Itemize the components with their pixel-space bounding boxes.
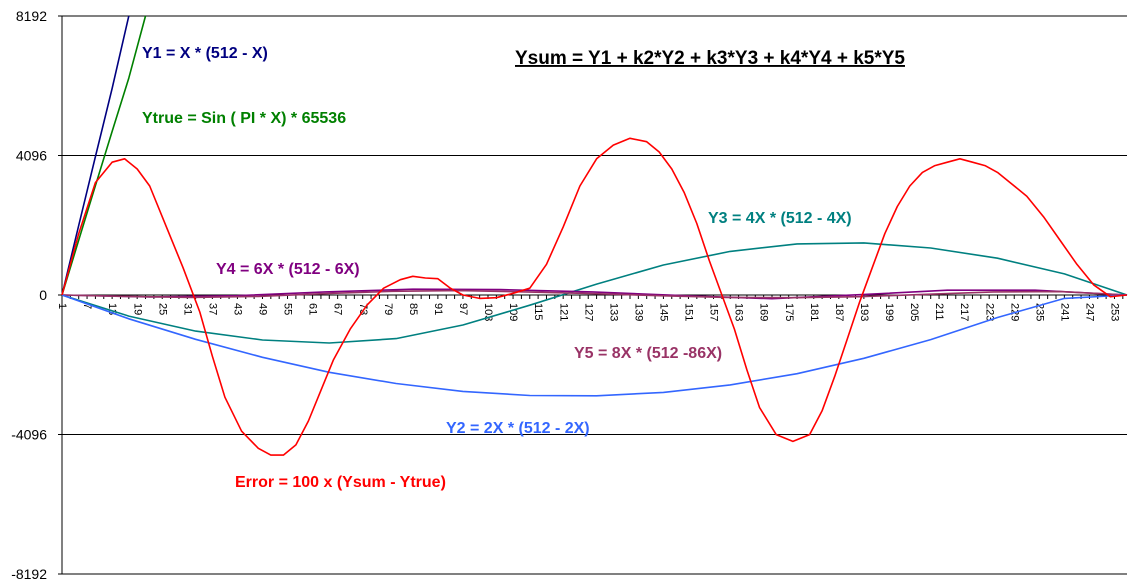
- x-tick-label: 175: [783, 303, 795, 321]
- x-tick-label: 223: [983, 303, 995, 321]
- x-tick-label: 169: [758, 303, 770, 321]
- x-tick-label: 253: [1109, 303, 1121, 321]
- annotation-error: Error = 100 x (Ysum - Ytrue): [235, 474, 446, 491]
- annotation-y3: Y3 = 4X * (512 - 4X): [708, 210, 852, 227]
- y-tick-label: -4096: [11, 427, 47, 443]
- x-tick-label: 127: [582, 303, 594, 321]
- annotation-y1: Y1 = X * (512 - X): [142, 45, 268, 62]
- x-tick-label: 139: [632, 303, 644, 321]
- x-tick-label: 109: [507, 303, 519, 321]
- x-tick-label: 199: [883, 303, 895, 321]
- x-tick-label: 25: [156, 303, 168, 315]
- y-tick-label: 8192: [16, 8, 47, 24]
- x-tick-label: 67: [332, 303, 344, 315]
- series-line-5: [61, 294, 1128, 397]
- x-tick-label: 43: [232, 303, 244, 315]
- x-tick-label: 19: [131, 303, 143, 315]
- x-tick-label: 7: [81, 303, 93, 309]
- x-tick-label: 247: [1084, 303, 1096, 321]
- x-ticks: 1 7 13 19 25 31 37 43 49 55 61 67 73 79 85 91 97 103 109 11…: [56, 295, 1124, 321]
- y-tick-label: 4096: [16, 148, 47, 164]
- x-tick-label: 61: [307, 303, 319, 315]
- x-tick-label: 151: [683, 303, 695, 321]
- x-tick-label: 217: [958, 303, 970, 321]
- y-tick-label: 0: [39, 287, 47, 303]
- annotation-ytrue: Ytrue = Sin ( PI * X) * 65536: [142, 110, 346, 127]
- y-ticks: 8192 4096 0 -4096 -8192: [11, 8, 62, 582]
- x-tick-label: 91: [432, 303, 444, 315]
- series-group: [61, 15, 1128, 456]
- y-tick-label: -8192: [11, 566, 47, 582]
- x-tick-label: 193: [858, 303, 870, 321]
- x-tick-label: 49: [257, 303, 269, 315]
- x-tick-label: 211: [933, 303, 945, 321]
- x-tick-label: 97: [457, 303, 469, 315]
- x-tick-label: 121: [557, 303, 569, 321]
- series-line-6: [61, 137, 1128, 456]
- series-line-4: [61, 289, 1128, 299]
- x-tick-label: 31: [181, 303, 193, 315]
- x-tick-label: 163: [733, 303, 745, 321]
- x-tick-label: 55: [282, 303, 294, 315]
- annotation-y5: Y5 = 8X * (512 -86X): [574, 345, 722, 362]
- annotation-y2: Y2 = 2X * (512 - 2X): [446, 420, 590, 437]
- annotation-y4: Y4 = 6X * (512 - 6X): [216, 261, 360, 278]
- x-tick-label: 79: [382, 303, 394, 315]
- series-line-0: [61, 15, 130, 296]
- x-tick-label: 133: [607, 303, 619, 321]
- series-line-1: [61, 15, 147, 296]
- x-tick-label: 85: [407, 303, 419, 315]
- x-tick-label: 1: [56, 303, 68, 309]
- x-tick-label: 157: [708, 303, 720, 321]
- x-tick-label: 181: [808, 303, 820, 321]
- x-tick-label: 205: [908, 303, 920, 321]
- x-tick-label: 145: [658, 303, 670, 321]
- series-line-2: [61, 242, 1128, 344]
- x-tick-label: 241: [1058, 303, 1070, 321]
- chart-title: Ysum = Y1 + k2*Y2 + k3*Y3 + k4*Y4 + k5*Y…: [515, 48, 905, 69]
- x-tick-label: 235: [1033, 303, 1045, 321]
- x-tick-label: 187: [833, 303, 845, 321]
- x-tick-label: 115: [532, 303, 544, 321]
- x-tick-label: 37: [206, 303, 218, 315]
- series-line-3: [61, 288, 1128, 300]
